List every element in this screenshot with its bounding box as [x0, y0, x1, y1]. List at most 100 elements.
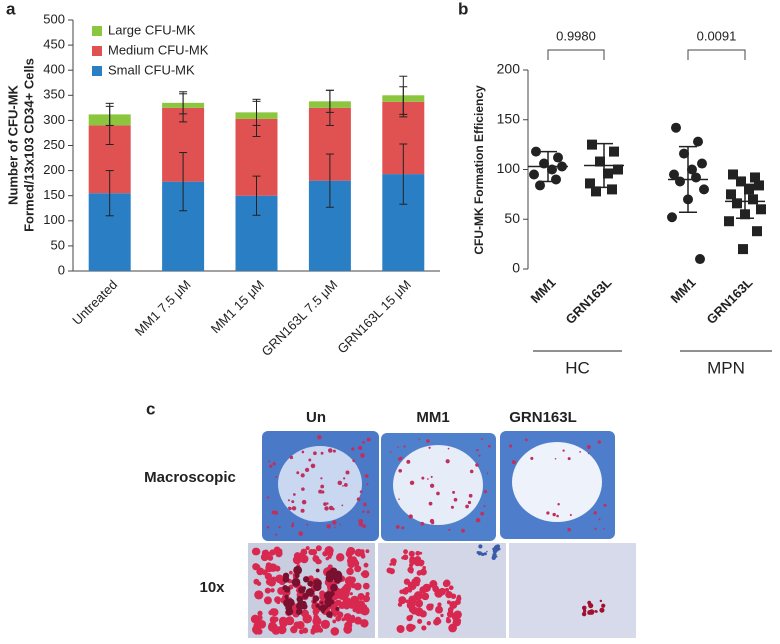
point: [744, 184, 754, 195]
colony: [408, 550, 415, 557]
colony: [478, 544, 483, 549]
y-tick-label: 150: [43, 187, 65, 202]
colony: [598, 518, 601, 521]
y-tick-label: 0: [512, 260, 520, 276]
colony: [291, 506, 297, 511]
colony: [342, 484, 344, 487]
colony: [410, 624, 416, 630]
colony: [366, 483, 369, 486]
colony: [409, 569, 414, 574]
error-bar: [179, 152, 188, 212]
point: [529, 169, 539, 180]
colony: [486, 550, 488, 553]
well-center: [278, 446, 362, 522]
colony: [353, 582, 362, 591]
colony: [441, 592, 445, 596]
colony: [266, 496, 270, 499]
colony: [318, 489, 323, 494]
point: [728, 169, 738, 180]
colony: [446, 600, 451, 604]
colony: [546, 511, 550, 515]
colony: [363, 502, 367, 507]
colony: [292, 555, 302, 565]
colony: [321, 490, 325, 494]
colony: [433, 586, 439, 592]
y-tick-label: 250: [43, 137, 65, 152]
colony: [365, 591, 370, 597]
colony: [480, 552, 485, 557]
colony: [320, 619, 331, 629]
colony: [390, 558, 397, 565]
point: [595, 156, 605, 167]
colony: [275, 549, 282, 556]
point: [675, 176, 685, 187]
colony: [325, 570, 335, 579]
colony: [314, 585, 319, 590]
colony: [326, 524, 331, 529]
colony: [476, 551, 480, 555]
colony: [398, 498, 400, 500]
colony: [450, 505, 454, 509]
colony: [343, 483, 348, 487]
colony: [431, 521, 435, 525]
colony: [421, 625, 427, 631]
colony: [291, 500, 295, 504]
colony: [271, 625, 281, 635]
colony: [360, 453, 365, 458]
error-bar: [179, 91, 188, 115]
colony: [421, 592, 430, 601]
colony: [313, 579, 322, 588]
bracket: [687, 49, 746, 60]
colony: [586, 445, 591, 450]
colony: [496, 544, 500, 549]
colony: [362, 440, 365, 444]
colony: [599, 607, 605, 613]
panel-letter: b: [458, 0, 468, 18]
colony: [315, 568, 320, 573]
colony: [293, 493, 296, 496]
y-axis-label: Formed/13x103 CD34+ Cells: [21, 58, 36, 232]
colony: [418, 438, 421, 441]
colony: [447, 447, 450, 450]
y-tick-label: 150: [497, 110, 521, 126]
colony: [332, 520, 337, 525]
colony: [301, 487, 305, 491]
colony: [445, 459, 450, 464]
colony: [397, 457, 402, 461]
colony: [301, 450, 305, 454]
y-tick-label: 100: [43, 212, 65, 227]
colony: [486, 472, 489, 475]
colony: [483, 552, 487, 556]
point: [591, 186, 601, 197]
colony: [508, 444, 513, 448]
colony: [313, 451, 317, 456]
point: [732, 198, 742, 209]
colony: [317, 435, 322, 440]
colony: [453, 497, 458, 502]
colony: [483, 505, 486, 508]
colony: [266, 525, 270, 529]
y-axis-label: Number of CFU-MK: [5, 84, 20, 204]
point: [726, 189, 736, 200]
colony: [326, 601, 332, 608]
colony: [453, 617, 458, 622]
colony: [426, 621, 431, 626]
colony: [395, 524, 400, 529]
colony: [341, 504, 344, 507]
colony: [452, 490, 456, 494]
point: [687, 164, 697, 175]
colony: [491, 555, 496, 560]
colony: [419, 586, 427, 594]
colony: [601, 603, 606, 608]
y-tick-label: 50: [51, 237, 65, 252]
colony: [349, 576, 356, 584]
panel-letter: c: [146, 399, 155, 418]
colony: [557, 502, 560, 506]
colony: [469, 469, 474, 474]
colony: [310, 463, 316, 469]
colony: [409, 614, 414, 619]
colony: [304, 467, 310, 473]
colony: [599, 599, 603, 603]
macroscopic-images: [262, 431, 615, 541]
colony: [312, 555, 320, 563]
